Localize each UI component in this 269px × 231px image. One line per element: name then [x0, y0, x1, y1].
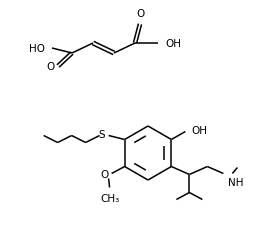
Text: NH: NH	[228, 177, 244, 187]
Text: HO: HO	[29, 44, 45, 54]
Text: OH: OH	[165, 39, 181, 49]
Text: O: O	[136, 9, 144, 19]
Text: O: O	[100, 170, 109, 180]
Text: O: O	[47, 62, 55, 72]
Text: OH: OH	[191, 126, 207, 136]
Text: S: S	[98, 130, 105, 140]
Text: CH₃: CH₃	[100, 194, 119, 204]
